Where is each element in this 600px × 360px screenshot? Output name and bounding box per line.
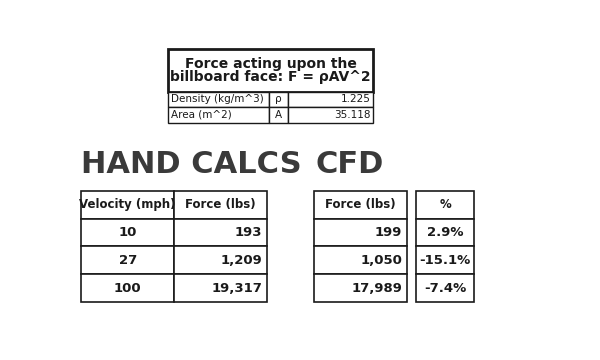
Text: -15.1%: -15.1%: [419, 254, 470, 267]
Text: Density (kg/m^3): Density (kg/m^3): [171, 94, 264, 104]
Bar: [81, 219, 174, 247]
Text: 35.118: 35.118: [334, 110, 370, 120]
Text: %: %: [439, 198, 451, 211]
Text: 2.9%: 2.9%: [427, 226, 463, 239]
Text: A: A: [275, 110, 282, 120]
Bar: [288, 107, 373, 122]
Text: ρ: ρ: [275, 94, 282, 104]
Bar: [416, 219, 474, 247]
Bar: [174, 274, 267, 302]
Bar: [269, 107, 288, 122]
Text: -7.4%: -7.4%: [424, 282, 466, 294]
Text: Velocity (mph): Velocity (mph): [79, 198, 176, 211]
Bar: [174, 219, 267, 247]
Text: 100: 100: [114, 282, 142, 294]
Text: Force acting upon the: Force acting upon the: [185, 57, 356, 71]
Text: CFD: CFD: [315, 150, 383, 179]
Text: 199: 199: [374, 226, 402, 239]
Text: 17,989: 17,989: [351, 282, 402, 294]
Bar: [416, 191, 474, 219]
Text: 27: 27: [119, 254, 137, 267]
Bar: [174, 191, 267, 219]
Text: 1,050: 1,050: [360, 254, 402, 267]
Bar: [174, 247, 267, 274]
Text: 10: 10: [119, 226, 137, 239]
Text: 193: 193: [235, 226, 263, 239]
Text: 19,317: 19,317: [212, 282, 263, 294]
Bar: [168, 92, 269, 107]
Bar: [269, 92, 288, 107]
Bar: [314, 247, 407, 274]
Text: Force (lbs): Force (lbs): [325, 198, 395, 211]
Bar: [81, 274, 174, 302]
Text: Force (lbs): Force (lbs): [185, 198, 256, 211]
Bar: [168, 49, 373, 92]
Bar: [416, 274, 474, 302]
Bar: [314, 219, 407, 247]
Bar: [81, 191, 174, 219]
Bar: [416, 247, 474, 274]
Bar: [314, 191, 407, 219]
Text: 1,209: 1,209: [221, 254, 263, 267]
Text: 1.225: 1.225: [340, 94, 370, 104]
Bar: [288, 92, 373, 107]
Text: HAND CALCS: HAND CALCS: [81, 150, 302, 179]
Bar: [168, 107, 269, 122]
Text: billboard face: F = ρAV^2: billboard face: F = ρAV^2: [170, 71, 371, 85]
Bar: [81, 247, 174, 274]
Bar: [314, 274, 407, 302]
Text: Area (m^2): Area (m^2): [171, 110, 232, 120]
